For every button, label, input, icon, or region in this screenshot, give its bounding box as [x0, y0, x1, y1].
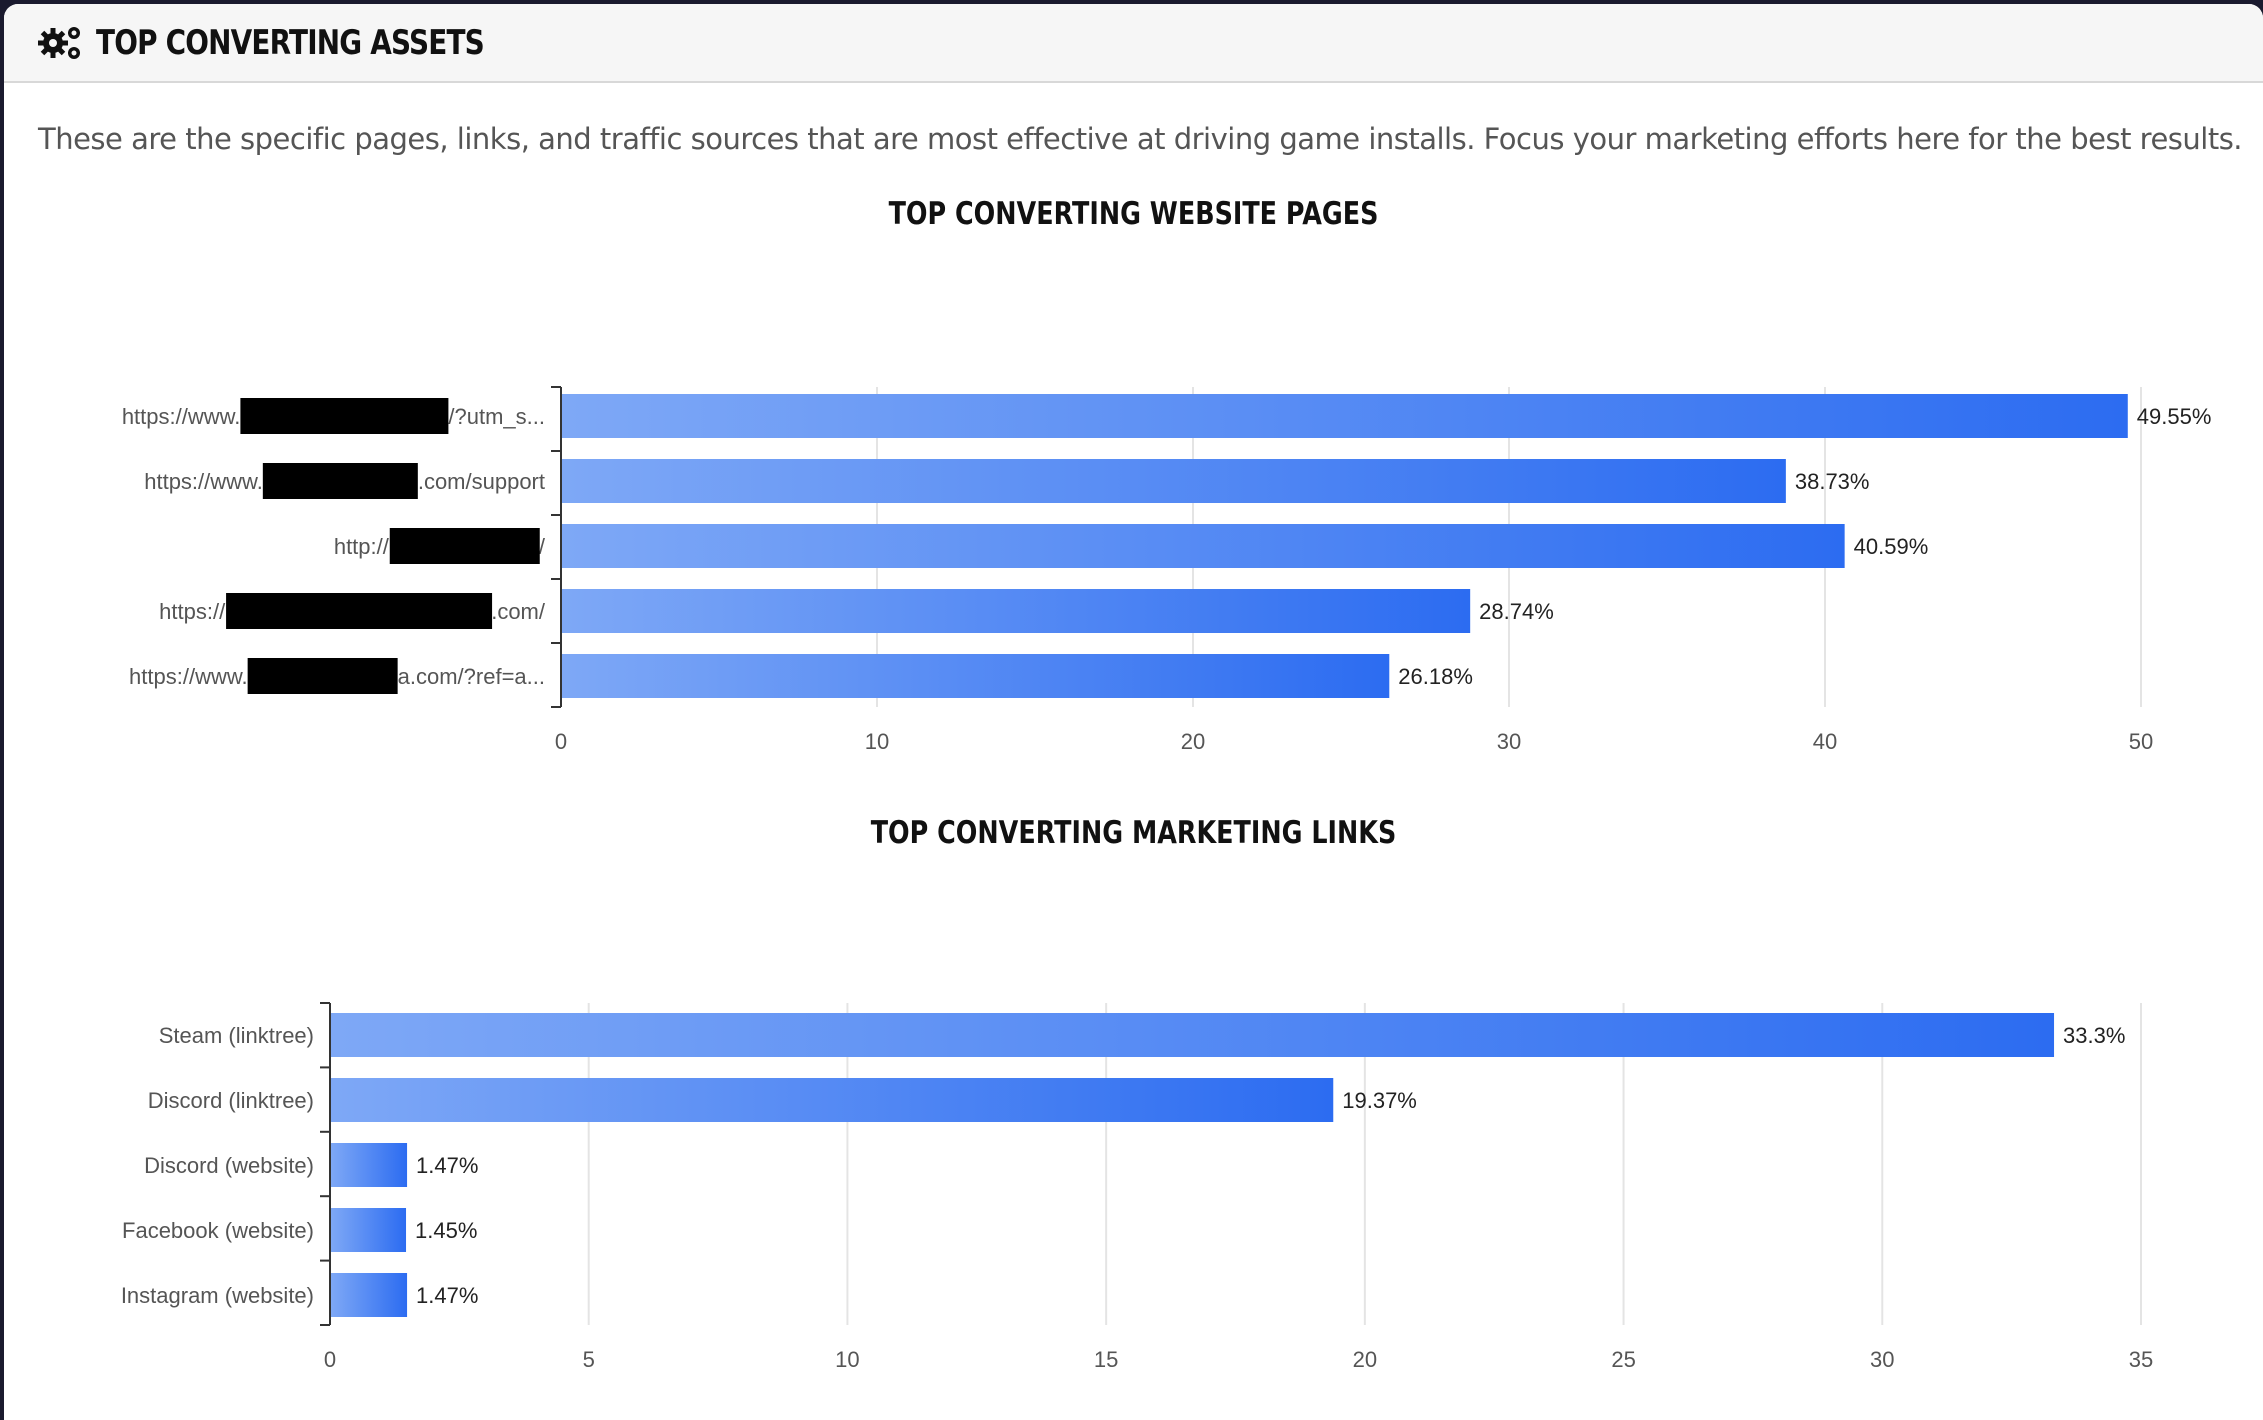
bar — [562, 524, 1845, 568]
bar — [331, 1273, 408, 1317]
data-label: 49.55% — [2137, 404, 2212, 429]
bar — [331, 1143, 408, 1187]
chart-title-website-pages: TOP CONVERTING WEBSITE PAGES — [888, 196, 1379, 232]
data-label: 26.18% — [1398, 664, 1473, 689]
bar — [562, 459, 1786, 503]
x-tick-label: 10 — [835, 1347, 859, 1372]
x-tick-label: 30 — [1497, 729, 1521, 754]
x-tick-label: 20 — [1353, 1347, 1377, 1372]
bar — [562, 654, 1390, 698]
data-label: 1.47% — [416, 1283, 478, 1308]
x-tick-label: 50 — [2129, 729, 2153, 754]
category-label: https://.com/ — [159, 599, 546, 624]
bar — [331, 1078, 1334, 1122]
chart-title-marketing-links: TOP CONVERTING MARKETING LINKS — [870, 815, 1397, 851]
x-tick-label: 0 — [324, 1347, 336, 1372]
redaction-box — [262, 463, 418, 499]
redaction-box — [247, 658, 398, 694]
data-label: 1.45% — [415, 1218, 477, 1243]
redaction-box — [389, 528, 540, 564]
category-label: https://www./?utm_s... — [122, 404, 545, 429]
card-title: TOP CONVERTING ASSETS — [96, 22, 485, 63]
category-label: https://www. .com/support — [144, 469, 545, 494]
data-label: 28.74% — [1479, 599, 1554, 624]
redaction-box — [240, 398, 449, 434]
gears-icon — [38, 26, 80, 59]
bar — [331, 1013, 2055, 1057]
x-tick-label: 25 — [1611, 1347, 1635, 1372]
data-label: 38.73% — [1795, 469, 1870, 494]
bar — [562, 394, 2128, 438]
data-label: 40.59% — [1854, 534, 1929, 559]
category-label: Instagram (website) — [121, 1283, 314, 1308]
x-tick-label: 15 — [1094, 1347, 1118, 1372]
card-description: These are the specific pages, links, and… — [38, 122, 2243, 156]
charts-svg: 0 10 20 30 40 5049.55%https://www./?utm_s...3… — [121, 386, 2212, 1372]
bar — [331, 1208, 407, 1252]
x-tick-label: 35 — [2129, 1347, 2153, 1372]
x-tick-label: 10 — [865, 729, 889, 754]
data-label: 19.37% — [1342, 1088, 1417, 1113]
category-label: Discord (website) — [144, 1153, 314, 1178]
category-label: Steam (linktree) — [159, 1023, 314, 1048]
x-tick-label: 30 — [1870, 1347, 1894, 1372]
x-tick-label: 5 — [583, 1347, 595, 1372]
category-label: https://www. a.com/?ref=a... — [129, 664, 545, 689]
x-tick-label: 0 — [555, 729, 567, 754]
top-converting-assets-card: TOP CONVERTING ASSETS These are the spec… — [4, 4, 2263, 1420]
x-tick-label: 20 — [1181, 729, 1205, 754]
category-label: Facebook (website) — [122, 1218, 314, 1243]
data-label: 33.3% — [2063, 1023, 2125, 1048]
x-tick-label: 40 — [1813, 729, 1837, 754]
redaction-box — [226, 593, 493, 629]
category-label: http:/// — [334, 534, 546, 559]
card-header: TOP CONVERTING ASSETS — [4, 4, 2263, 83]
category-label: Discord (linktree) — [148, 1088, 314, 1113]
bar — [562, 589, 1471, 633]
data-label: 1.47% — [416, 1153, 478, 1178]
